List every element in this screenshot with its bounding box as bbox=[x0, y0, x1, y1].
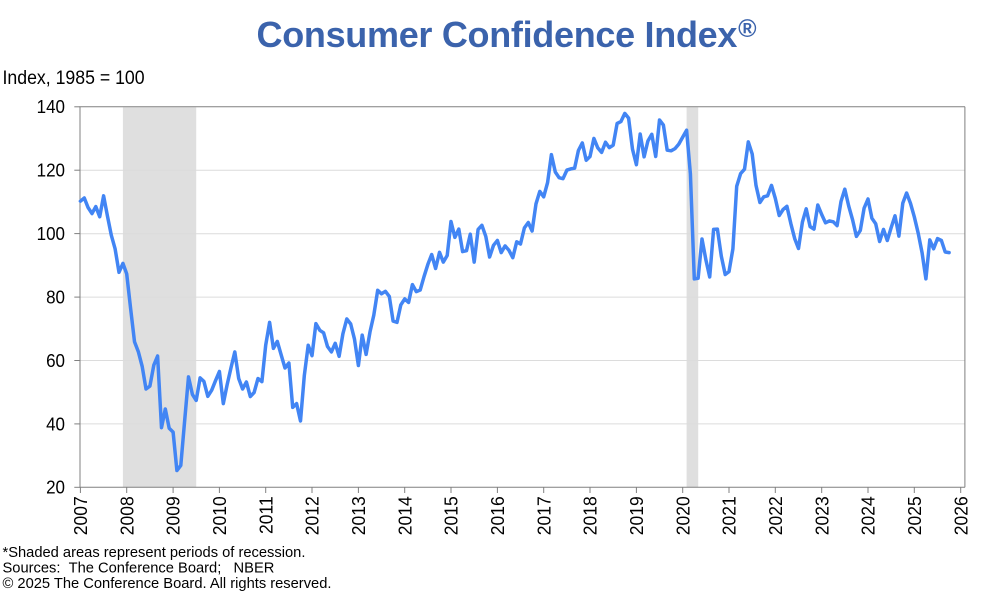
svg-text:2025: 2025 bbox=[904, 496, 925, 535]
svg-text:2017: 2017 bbox=[534, 496, 555, 535]
svg-text:2026: 2026 bbox=[951, 496, 972, 535]
svg-text:2010: 2010 bbox=[209, 496, 230, 535]
svg-text:2015: 2015 bbox=[441, 496, 462, 535]
svg-text:*Shaded areas represent period: *Shaded areas represent periods of reces… bbox=[3, 545, 306, 561]
svg-text:Sources: The Conference Board: Sources: The Conference Board; NBER bbox=[3, 560, 275, 576]
svg-text:2019: 2019 bbox=[626, 496, 647, 535]
svg-text:2007: 2007 bbox=[70, 496, 91, 535]
svg-text:60: 60 bbox=[46, 350, 65, 371]
svg-text:2022: 2022 bbox=[765, 496, 786, 535]
svg-text:Index, 1985 = 100: Index, 1985 = 100 bbox=[3, 66, 145, 88]
svg-text:2021: 2021 bbox=[719, 496, 740, 535]
svg-text:2013: 2013 bbox=[348, 496, 369, 535]
svg-text:2012: 2012 bbox=[302, 496, 323, 535]
svg-text:2023: 2023 bbox=[812, 496, 833, 535]
svg-text:2016: 2016 bbox=[487, 496, 508, 535]
svg-text:© 2025 The Conference Board. A: © 2025 The Conference Board. All rights … bbox=[3, 576, 332, 592]
svg-text:2008: 2008 bbox=[117, 496, 138, 535]
svg-text:100: 100 bbox=[37, 223, 65, 244]
svg-text:20: 20 bbox=[46, 477, 65, 498]
svg-text:2020: 2020 bbox=[673, 496, 694, 535]
svg-text:Consumer Confidence Index®: Consumer Confidence Index® bbox=[257, 14, 758, 55]
svg-text:2018: 2018 bbox=[580, 496, 601, 535]
svg-text:40: 40 bbox=[46, 414, 65, 435]
svg-text:2009: 2009 bbox=[163, 496, 184, 535]
svg-text:2011: 2011 bbox=[256, 496, 277, 534]
svg-text:120: 120 bbox=[37, 160, 65, 181]
svg-text:80: 80 bbox=[46, 287, 65, 308]
svg-text:140: 140 bbox=[37, 96, 65, 117]
svg-text:2024: 2024 bbox=[858, 496, 879, 535]
svg-text:2014: 2014 bbox=[395, 496, 416, 535]
